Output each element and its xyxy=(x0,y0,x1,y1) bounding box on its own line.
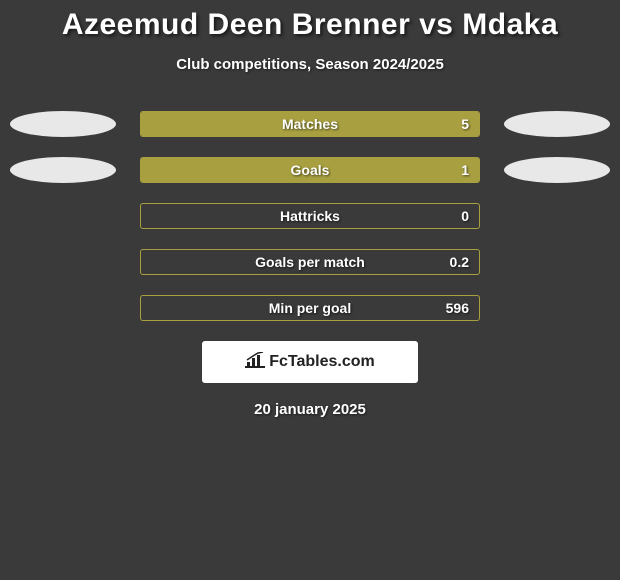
stats-rows: Matches5Goals1Hattricks0Goals per match0… xyxy=(0,111,620,321)
chart-icon xyxy=(245,352,265,373)
stat-label: Hattricks xyxy=(141,208,479,224)
stat-label: Goals xyxy=(141,162,479,178)
infographic-container: Azeemud Deen Brenner vs Mdaka Club compe… xyxy=(0,0,620,418)
left-ellipse xyxy=(10,111,116,137)
stat-value: 1 xyxy=(461,162,469,178)
right-ellipse xyxy=(504,111,610,137)
stat-label: Goals per match xyxy=(141,254,479,270)
stat-bar: Min per goal596 xyxy=(140,295,480,321)
stat-bar: Matches5 xyxy=(140,111,480,137)
stat-value: 5 xyxy=(461,116,469,132)
date-label: 20 january 2025 xyxy=(0,401,620,418)
stat-value: 596 xyxy=(446,300,469,316)
logo-box: FcTables.com xyxy=(202,341,418,383)
stat-bar: Hattricks0 xyxy=(140,203,480,229)
left-ellipse xyxy=(10,157,116,183)
page-title: Azeemud Deen Brenner vs Mdaka xyxy=(0,8,620,42)
logo: FcTables.com xyxy=(245,352,375,373)
stat-row: Goals1 xyxy=(0,157,620,183)
stat-label: Matches xyxy=(141,116,479,132)
stat-value: 0.2 xyxy=(450,254,469,270)
logo-text: FcTables.com xyxy=(269,353,375,371)
stat-value: 0 xyxy=(461,208,469,224)
stat-row: Min per goal596 xyxy=(0,295,620,321)
stat-label: Min per goal xyxy=(141,300,479,316)
stat-row: Matches5 xyxy=(0,111,620,137)
right-ellipse xyxy=(504,157,610,183)
stat-bar: Goals per match0.2 xyxy=(140,249,480,275)
page-subtitle: Club competitions, Season 2024/2025 xyxy=(0,56,620,73)
stat-row: Hattricks0 xyxy=(0,203,620,229)
stat-bar: Goals1 xyxy=(140,157,480,183)
stat-row: Goals per match0.2 xyxy=(0,249,620,275)
